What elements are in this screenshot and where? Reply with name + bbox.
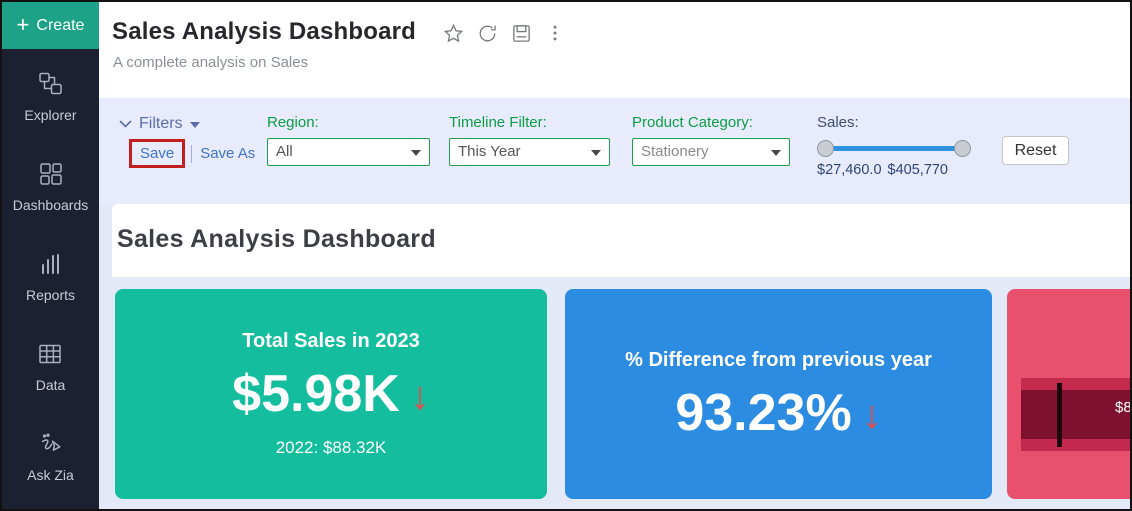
main-area: Sales Analysis Dashboard A complete anal… [99,2,1130,509]
sidebar-item-label: Dashboards [12,197,89,213]
ask-zia-icon [38,431,64,462]
filters-save-link[interactable]: Save [140,145,175,162]
reset-button[interactable]: Reset [1002,136,1069,165]
sales-range-values: $27,460.0 $405,770 [817,162,979,178]
caret-down-icon [411,150,421,156]
dashboard-heading-panel: Sales Analysis Dashboard [112,204,1130,277]
sidebar-item-label: Data [35,377,66,393]
reports-icon [38,251,64,282]
sidebar-item-dashboards[interactable]: Dashboards [12,161,89,213]
product-category-filter-value: Stationery [641,143,709,160]
slider-track[interactable] [823,146,969,151]
kpi-card-title: Total Sales in 2023 [242,330,420,352]
refresh-icon[interactable] [476,22,498,44]
filter-bar: Filters Save Save As Region: All Timelin… [99,98,1130,204]
sales-range-slider [817,139,977,157]
product-category-filter-group: Product Category: Stationery [632,114,790,166]
filters-save-row: Save Save As [129,139,255,168]
trend-down-arrow-icon: ↓ [409,374,430,418]
sidebar-item-label: Ask Zia [27,467,74,483]
filters-toggle[interactable]: Filters [119,115,200,133]
product-category-filter-label: Product Category: [632,114,753,131]
dashboards-icon [38,161,64,192]
timeline-filter-label: Timeline Filter: [449,114,547,131]
header-toolbar [442,22,566,44]
region-filter-select[interactable]: All [267,138,430,166]
kpi-subtext: 2022: $88.32K [275,438,387,457]
chevron-down-icon [119,120,132,128]
sidebar-item-explorer[interactable]: Explorer [24,71,77,123]
sidebar-item-reports[interactable]: Reports [26,251,75,303]
bullet-measure-band [1021,390,1130,439]
sidebar-item-label: Reports [25,287,76,303]
bullet-chart-card: $8 [1007,289,1132,499]
kpi-card-title: % Difference from previous year [625,349,932,371]
save-icon[interactable] [510,22,532,44]
sidebar-nav: Explorer Dashboards [2,49,99,483]
filters-save-as-link[interactable]: Save As [200,145,256,162]
sales-filter-group: Sales: $27,460.0 $405,770 [817,114,979,178]
caret-down-icon [591,150,601,156]
sales-max-value: $405,770 [887,162,948,178]
divider [191,144,193,163]
sidebar-item-ask-zia[interactable]: Ask Zia [27,431,74,483]
page-subtitle: A complete analysis on Sales [113,54,309,71]
region-filter-value: All [276,143,293,160]
timeline-filter-select[interactable]: This Year [449,138,610,166]
sidebar-item-label: Explorer [24,107,77,123]
region-filter-group: Region: All [267,114,430,166]
kpi-card-percent-difference: % Difference from previous year 93.23% ↓ [565,289,992,499]
caret-down-icon [771,150,781,156]
timeline-filter-group: Timeline Filter: This Year [449,114,610,166]
kpi-value: 93.23% [675,384,852,442]
slider-handle-min[interactable] [817,140,834,157]
star-icon[interactable] [442,22,464,44]
dashboard-heading: Sales Analysis Dashboard [117,225,436,253]
kpi-card-total-sales: Total Sales in 2023 $5.98K ↓ 2022: $88.3… [115,289,547,499]
product-category-filter-select[interactable]: Stationery [632,138,790,166]
region-filter-label: Region: [267,114,319,131]
filters-toggle-label: Filters [139,115,183,132]
trend-down-arrow-icon: ↓ [861,393,882,437]
explorer-icon [37,71,63,102]
data-icon [37,341,63,372]
more-vertical-icon[interactable] [544,22,566,44]
sidebar-item-data[interactable]: Data [35,341,66,393]
kpi-value-row: $5.98K ↓ [232,368,430,420]
header: Sales Analysis Dashboard A complete anal… [99,2,1130,98]
caret-down-icon [189,122,200,128]
plus-icon: + [16,11,30,37]
kpi-value: $5.98K [232,365,400,423]
kpi-value-row: 93.23% ↓ [675,387,881,439]
slider-handle-max[interactable] [954,140,971,157]
sales-min-value: $27,460.0 [817,162,882,178]
bullet-value-label: $8 [1115,399,1132,416]
dashboard-body: Sales Analysis Dashboard Total Sales in … [99,204,1130,509]
save-highlight-box: Save [129,139,186,168]
sidebar: + Create Explorer [2,2,99,509]
create-button-label: Create [36,16,85,34]
sales-filter-label: Sales: [817,114,859,131]
page-title: Sales Analysis Dashboard [112,18,417,45]
timeline-filter-value: This Year [458,143,521,160]
create-button[interactable]: + Create [2,2,99,49]
bullet-target-marker [1057,383,1062,447]
